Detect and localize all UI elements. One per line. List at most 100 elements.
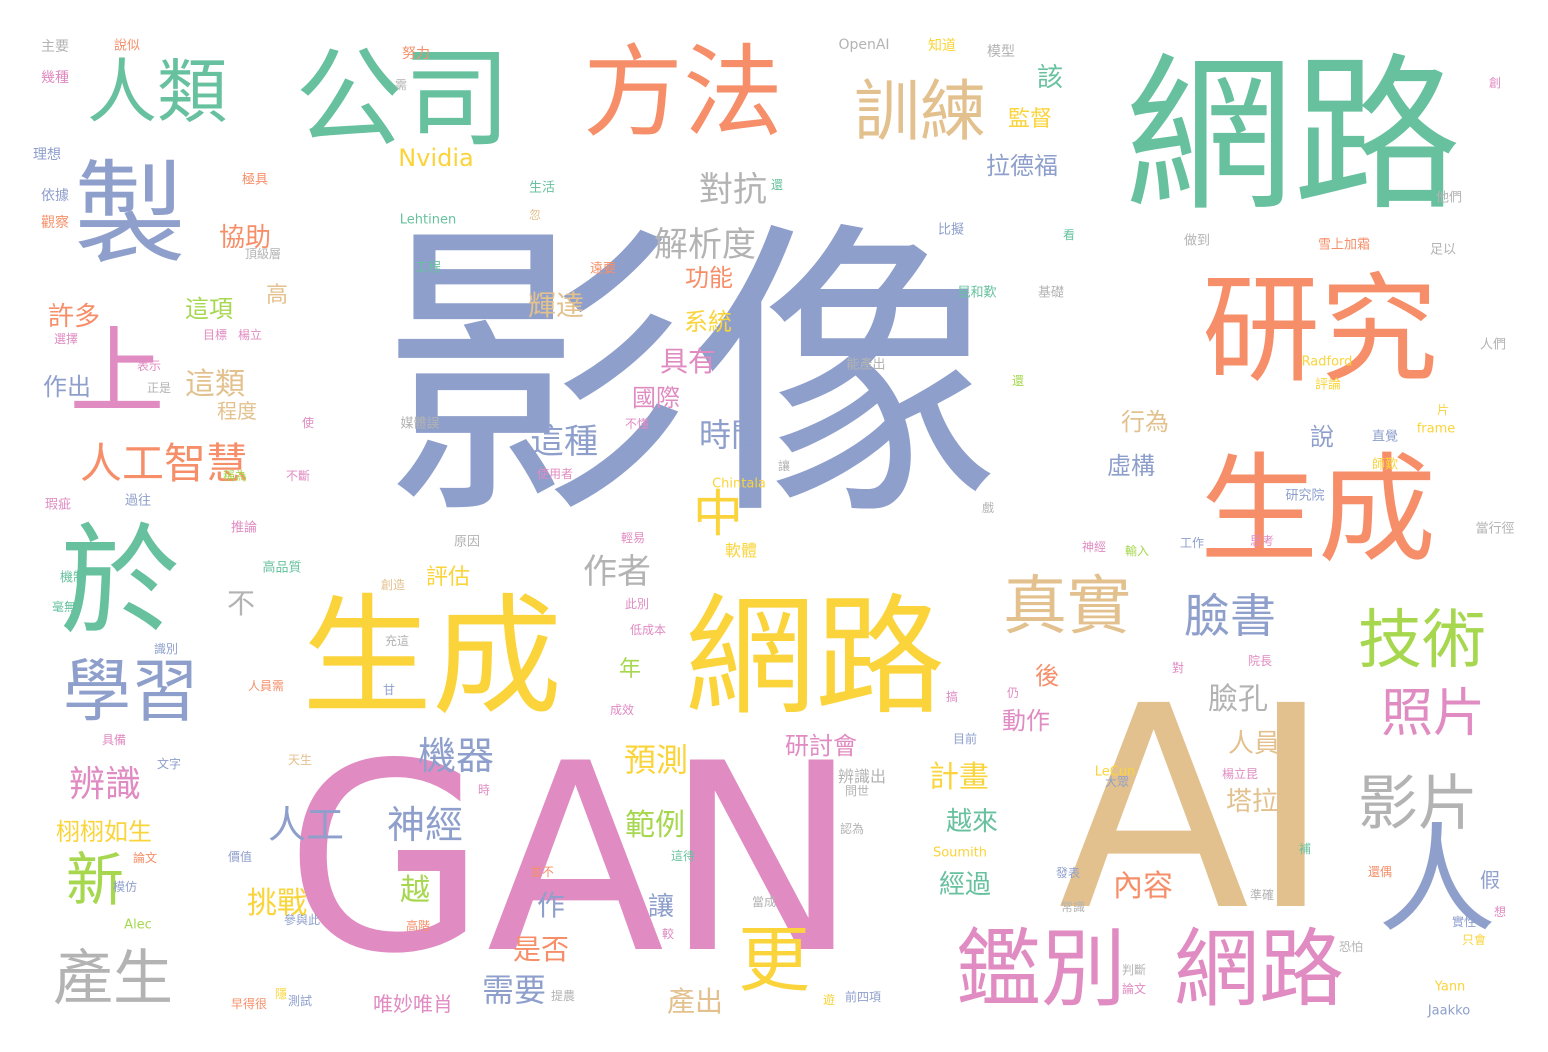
cloud-word: 辨識出 — [837, 767, 887, 786]
cloud-word: 人員 — [1227, 729, 1281, 759]
cloud-word: 還 — [1011, 374, 1025, 388]
cloud-word: 這種 — [530, 422, 598, 462]
cloud-word: 價值 — [227, 850, 253, 864]
cloud-word: AI — [1057, 647, 1333, 973]
cloud-word: 作 — [536, 889, 566, 922]
cloud-word: 人員需 — [247, 679, 285, 693]
cloud-word: 使用者 — [536, 467, 574, 481]
cloud-word: 不懂 — [624, 417, 650, 431]
cloud-word: 年 — [618, 657, 642, 682]
cloud-word: 越來 — [945, 807, 999, 837]
cloud-word: 低成本 — [629, 623, 667, 637]
cloud-word: 產生 — [53, 944, 173, 1014]
cloud-word: Soumith — [932, 845, 988, 861]
cloud-word: LeCun — [1094, 764, 1136, 780]
cloud-word: 努力 — [402, 46, 430, 62]
cloud-word: 技術 — [1358, 604, 1486, 678]
cloud-word: 鑑別 — [955, 920, 1127, 1020]
cloud-word: 想 — [1493, 905, 1507, 919]
cloud-word: 不斷 — [285, 469, 311, 483]
cloud-word: 搞 — [945, 690, 959, 704]
cloud-word: 思考 — [1249, 534, 1275, 548]
cloud-word: 生成 — [1199, 441, 1437, 579]
cloud-word: 甘 — [382, 683, 396, 697]
cloud-word: 神經 — [386, 803, 464, 847]
cloud-word: 訓練 — [854, 73, 986, 150]
cloud-word: 評估 — [425, 565, 471, 590]
cloud-word: 足以 — [1429, 242, 1457, 258]
cloud-word: 判斷 — [1121, 963, 1147, 977]
cloud-word: 系統 — [684, 308, 732, 336]
cloud-word: 這類 — [185, 367, 245, 402]
cloud-word: 認為 — [839, 822, 865, 836]
cloud-word: 不 — [226, 587, 256, 620]
cloud-word: 臉孔 — [1208, 682, 1268, 717]
cloud-word: 對抗 — [699, 170, 767, 210]
cloud-word: 工作 — [1179, 536, 1205, 550]
cloud-word: 人 — [1377, 811, 1497, 949]
cloud-word: 極具 — [241, 172, 269, 188]
cloud-word: 推論 — [230, 520, 258, 536]
cloud-word: 模型 — [987, 44, 1015, 60]
cloud-word: 行為 — [1121, 408, 1169, 436]
cloud-word: 方法 — [583, 34, 783, 151]
cloud-word: 遊 — [822, 993, 836, 1007]
cloud-word: 忽 — [528, 208, 542, 222]
cloud-word: 照片 — [1380, 684, 1486, 744]
cloud-word: 讓 — [647, 892, 675, 922]
cloud-word: 做到 — [1183, 233, 1211, 249]
cloud-word: 人們 — [1479, 337, 1507, 353]
cloud-word: 測試 — [287, 994, 313, 1008]
cloud-word: 研討會 — [785, 732, 857, 760]
cloud-word: 正是 — [146, 381, 172, 395]
cloud-word: 說似 — [113, 38, 141, 54]
cloud-word: 辨識 — [68, 764, 142, 805]
cloud-word: 研究院 — [1285, 488, 1325, 504]
cloud-word: 識別 — [153, 642, 179, 656]
cloud-word: 模仿 — [112, 880, 138, 894]
cloud-word: 選擇 — [53, 332, 79, 346]
cloud-word: 許多 — [47, 302, 101, 332]
cloud-word: 假 — [1480, 868, 1500, 892]
cloud-word: 並不 — [529, 865, 555, 879]
cloud-word: 具備 — [101, 733, 127, 747]
cloud-word: 中 — [693, 485, 743, 543]
cloud-word: 會 — [510, 896, 524, 910]
cloud-word: 只會 — [1461, 933, 1487, 947]
cloud-word: Lehtinen — [399, 212, 457, 228]
cloud-word: 影像 — [380, 197, 1000, 558]
cloud-word: 戲 — [981, 501, 995, 515]
cloud-word: 比擬 — [937, 222, 965, 238]
cloud-word: 高 — [265, 283, 289, 308]
cloud-word: 頂級層 — [244, 247, 282, 261]
cloud-word: 內容 — [1113, 869, 1173, 904]
cloud-word: 範例 — [625, 808, 685, 843]
cloud-word: 成效 — [609, 703, 635, 717]
cloud-word: 人工 — [267, 803, 345, 847]
cloud-word: 輸入 — [1124, 544, 1150, 558]
cloud-word: 師歎 — [1371, 457, 1399, 473]
cloud-word: 參與此 — [283, 913, 321, 927]
cloud-word: 協助 — [218, 223, 272, 253]
cloud-word: frame — [1416, 421, 1456, 437]
cloud-word: 論文 — [1121, 982, 1147, 996]
cloud-word: 具有 — [659, 345, 717, 378]
cloud-word: 充這 — [384, 634, 410, 648]
cloud-word: 臉書 — [1184, 589, 1276, 643]
cloud-word: 直覺 — [1371, 429, 1399, 445]
cloud-word: 研究 — [1201, 261, 1439, 399]
cloud-word: 實性 — [1451, 915, 1477, 929]
cloud-word: 理想 — [33, 147, 61, 163]
cloud-word: 能產出 — [846, 357, 886, 373]
cloud-word: 這項 — [185, 295, 233, 323]
cloud-word: 工程 — [414, 260, 442, 276]
cloud-word: 論文 — [132, 851, 158, 865]
cloud-word: 塔拉 — [1225, 787, 1279, 817]
cloud-word: 機器 — [417, 734, 495, 778]
cloud-word: 昆和歎 — [957, 285, 997, 301]
cloud-word: GAN — [285, 709, 859, 1011]
cloud-word: 院長 — [1247, 654, 1273, 668]
cloud-word: 軟體 — [724, 541, 758, 560]
cloud-word: 發表 — [1055, 866, 1081, 880]
cloud-word: 網路 — [1125, 38, 1461, 234]
